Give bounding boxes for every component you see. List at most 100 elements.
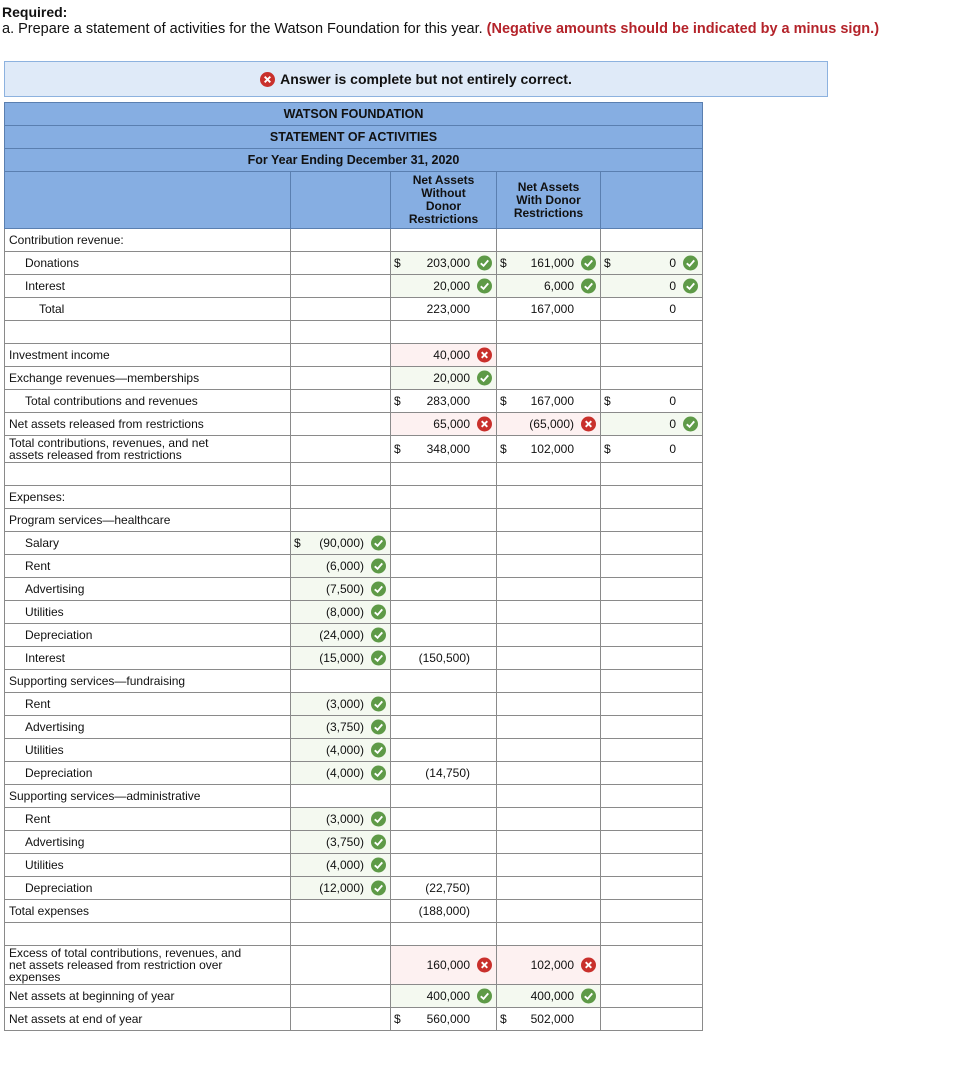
cell: [600, 366, 703, 390]
cell: [600, 623, 703, 647]
table-title: WATSON FOUNDATION: [4, 102, 703, 126]
cell: (3,750): [290, 830, 391, 854]
amount: (7,500): [325, 582, 364, 596]
row-label: Net assets at beginning of year: [9, 989, 175, 1003]
cell: [390, 738, 497, 762]
cell: (22,750): [390, 876, 497, 900]
label-cell: Salary: [4, 531, 291, 555]
cell: [290, 435, 391, 463]
title-row: STATEMENT OF ACTIVITIES: [4, 125, 703, 149]
cell: [496, 577, 601, 601]
label-cell: Investment income: [4, 343, 291, 367]
amount: 0: [669, 279, 676, 293]
cell: [290, 1007, 391, 1031]
cell: [390, 600, 497, 624]
cell: 20,000: [390, 366, 497, 390]
amount: 160,000: [426, 958, 470, 972]
amount: 161,000: [530, 256, 574, 270]
row: Advertising (3,750): [4, 830, 703, 854]
cell: [600, 984, 703, 1008]
cell: [496, 623, 601, 647]
dollar-sign: $: [604, 442, 611, 456]
cell: [496, 462, 601, 486]
check-icon: [371, 581, 386, 597]
cell: [496, 692, 601, 716]
check-icon: [477, 988, 492, 1004]
cell: [496, 508, 601, 532]
label-cell: [4, 320, 291, 344]
row: Rent (3,000): [4, 807, 703, 831]
row-label: Depreciation: [25, 628, 93, 642]
cell: [390, 807, 497, 831]
label-cell: Excess of total contributions, revenues,…: [4, 945, 291, 985]
amount: 20,000: [433, 279, 470, 293]
row-label: Net assets at end of year: [9, 1012, 143, 1026]
label-cell: Utilities: [4, 738, 291, 762]
cell: [290, 297, 391, 321]
amount: (188,000): [418, 904, 470, 918]
column-header: Net Assets Without Donor Restrictions: [408, 173, 479, 226]
dollar-sign: $: [394, 442, 401, 456]
amount: (4,000): [325, 743, 364, 757]
cell: [496, 600, 601, 624]
cell: [600, 485, 703, 509]
cell: [600, 830, 703, 854]
cell: [600, 646, 703, 670]
row: Total contributions and revenues $283,000…: [4, 389, 703, 413]
blank-row: [4, 462, 703, 486]
amount: 40,000: [433, 348, 470, 362]
cross-icon: [477, 957, 492, 973]
cell: [390, 922, 497, 946]
row: Net assets at beginning of year 400,000 40…: [4, 984, 703, 1008]
check-icon: [477, 278, 492, 294]
cell: [600, 738, 703, 762]
cell: 160,000: [390, 945, 497, 985]
row-label: Investment income: [9, 348, 110, 362]
row-label: Rent: [25, 697, 51, 711]
row-label: Donations: [25, 256, 80, 270]
cell: [600, 462, 703, 486]
row: Investment income 40,000: [4, 343, 703, 367]
amount: (4,000): [325, 858, 364, 872]
cell: [496, 922, 601, 946]
cell: [290, 922, 391, 946]
label-cell: Net assets released from restrictions: [4, 412, 291, 436]
cell: 0: [600, 412, 703, 436]
cell: [390, 669, 497, 693]
row-label: Depreciation: [25, 766, 93, 780]
row: Utilities (4,000): [4, 738, 703, 762]
label-cell: Total contributions, revenues, and net a…: [4, 435, 291, 463]
cell: $ (90,000): [290, 531, 391, 555]
cell: (14,750): [390, 761, 497, 785]
amount: (150,500): [418, 651, 470, 665]
amount: 283,000: [426, 394, 470, 408]
label-cell: Rent: [4, 692, 291, 716]
row-label: Interest: [25, 279, 66, 293]
amount: (4,000): [325, 766, 364, 780]
check-icon: [371, 558, 386, 574]
cell: [496, 738, 601, 762]
dollar-sign: $: [500, 1012, 507, 1026]
cell: [496, 646, 601, 670]
cell: [496, 554, 601, 578]
label-cell: Rent: [4, 554, 291, 578]
label-cell: Contribution revenue:: [4, 228, 291, 252]
dollar-sign: $: [394, 394, 401, 408]
label-cell: Total contributions and revenues: [4, 389, 291, 413]
cross-icon: [581, 416, 596, 432]
check-icon: [371, 535, 386, 551]
cell: [496, 853, 601, 877]
cell: [600, 784, 703, 808]
check-icon: [371, 857, 386, 873]
amount: 102,000: [530, 442, 574, 456]
check-icon: [581, 278, 596, 294]
row: Donations $203,000 $161,000 $0: [4, 251, 703, 275]
cell: [290, 389, 391, 413]
amount: (65,000): [529, 417, 574, 431]
cell: (7,500): [290, 577, 391, 601]
cell: [290, 508, 391, 532]
row-label: Interest: [25, 651, 66, 665]
label-cell: Net assets at beginning of year: [4, 984, 291, 1008]
check-icon: [683, 255, 698, 271]
amount: (22,750): [425, 881, 470, 895]
